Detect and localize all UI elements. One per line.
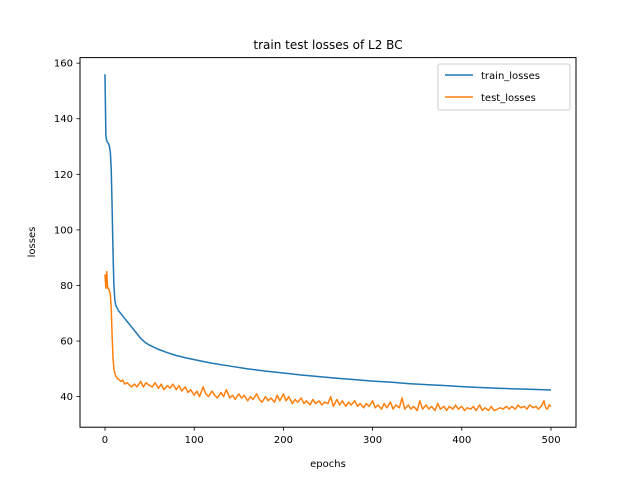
y-tick-label: 140 [54,114,73,125]
plot-frame [79,57,577,428]
legend: train_losses test_losses [437,63,571,111]
x-axis-label: epochs [310,459,346,470]
x-tick-label: 200 [274,435,293,446]
y-axis-label: losses [27,227,38,258]
y-tick-label: 100 [54,225,73,236]
legend-label-train: train_losses [481,71,540,82]
axis-ticks: 0 100 200 300 400 500 40 60 80 100 120 140 160 [54,59,561,447]
x-tick-label: 400 [452,435,471,446]
series-line-test-losses [104,270,552,412]
x-tick-label: 500 [541,435,560,446]
x-tick-label: 0 [102,435,108,446]
legend-label-test: test_losses [481,93,536,104]
x-tick-label: 100 [185,435,204,446]
series-layer [104,74,552,412]
y-tick-label: 60 [60,337,73,348]
y-tick-label: 80 [60,281,73,292]
y-tick-label: 40 [60,392,73,403]
chart-title: train test losses of L2 BC [253,38,402,52]
series-line-train-losses [104,74,552,391]
x-tick-label: 300 [363,435,382,446]
y-tick-label: 160 [54,59,73,70]
y-tick-label: 120 [54,170,73,181]
